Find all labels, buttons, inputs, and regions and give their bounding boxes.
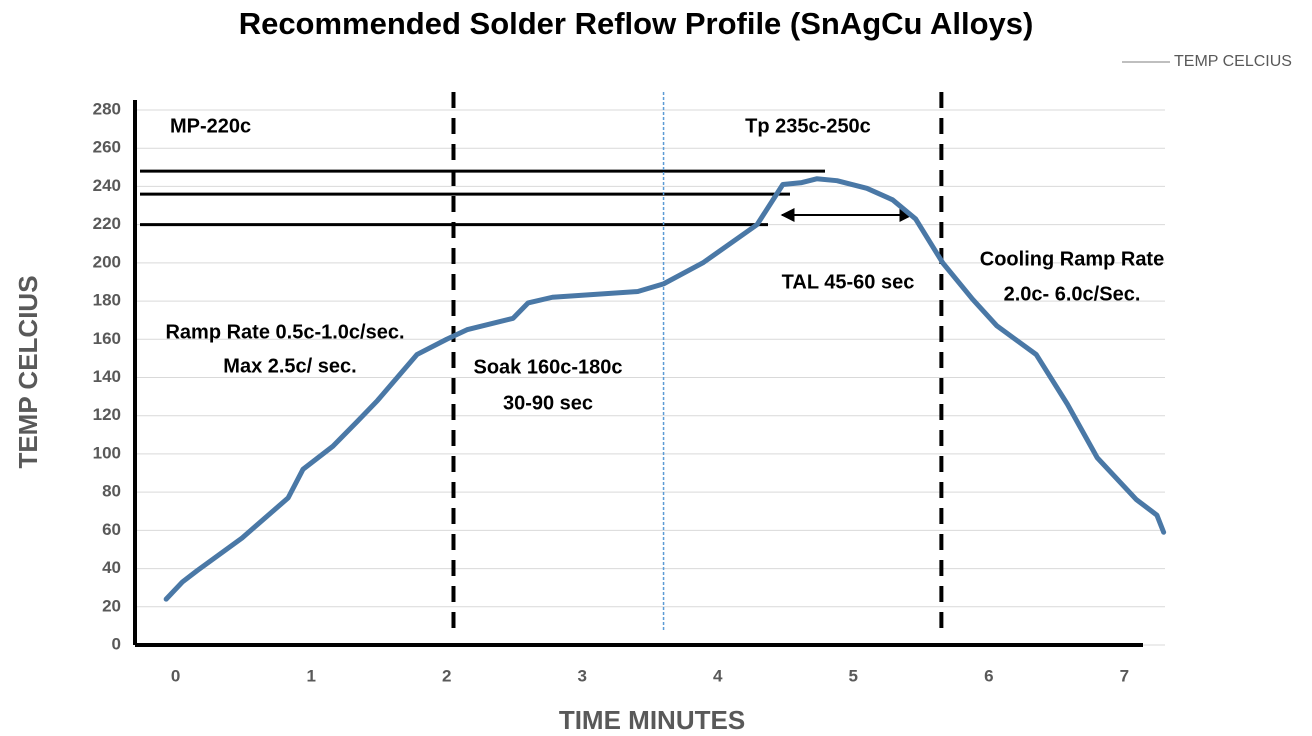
x-tick-label: 5 xyxy=(849,666,858,685)
annotation: Tp 235c-250c xyxy=(745,115,871,137)
annotation: Cooling Ramp Rate xyxy=(980,248,1164,270)
annotation: 30-90 sec xyxy=(503,392,593,414)
y-tick-label: 280 xyxy=(93,99,121,118)
y-tick-label: 240 xyxy=(93,176,121,195)
y-axis-label: TEMP CELCIUS xyxy=(13,275,43,468)
annotation: 2.0c- 6.0c/Sec. xyxy=(1004,283,1141,305)
y-tick-label: 260 xyxy=(93,138,121,157)
x-tick-label: 6 xyxy=(984,666,993,685)
y-tick-label: 120 xyxy=(93,405,121,424)
annotation: TAL 45-60 sec xyxy=(782,271,915,293)
y-tick-label: 60 xyxy=(102,520,121,539)
chart-title: Recommended Solder Reflow Profile (SnAgC… xyxy=(239,6,1034,41)
y-tick-label: 80 xyxy=(102,482,121,501)
y-tick-label: 100 xyxy=(93,443,121,462)
x-tick-label: 1 xyxy=(306,666,315,685)
x-tick-label: 3 xyxy=(578,666,587,685)
annotation: Ramp Rate 0.5c-1.0c/sec. xyxy=(165,321,404,343)
y-tick-label: 20 xyxy=(102,596,121,615)
y-tick-label: 200 xyxy=(93,252,121,271)
x-tick-label: 4 xyxy=(713,666,723,685)
annotation: Soak 160c-180c xyxy=(473,356,622,378)
x-tick-label: 2 xyxy=(442,666,451,685)
y-tick-label: 40 xyxy=(102,558,121,577)
x-tick-label: 0 xyxy=(171,666,180,685)
annotation: MP-220c xyxy=(170,115,251,137)
data-line xyxy=(163,176,1167,602)
y-tick-label: 180 xyxy=(93,291,121,310)
x-axis-label: TIME MINUTES xyxy=(559,705,745,735)
y-tick-label: 160 xyxy=(93,329,121,348)
y-tick-label: 0 xyxy=(112,634,121,653)
y-tick-label: 140 xyxy=(93,367,121,386)
x-tick-label: 7 xyxy=(1120,666,1129,685)
annotation: Max 2.5c/ sec. xyxy=(223,355,356,377)
y-tick-label: 220 xyxy=(93,214,121,233)
legend-label: TEMP CELCIUS xyxy=(1174,53,1292,70)
